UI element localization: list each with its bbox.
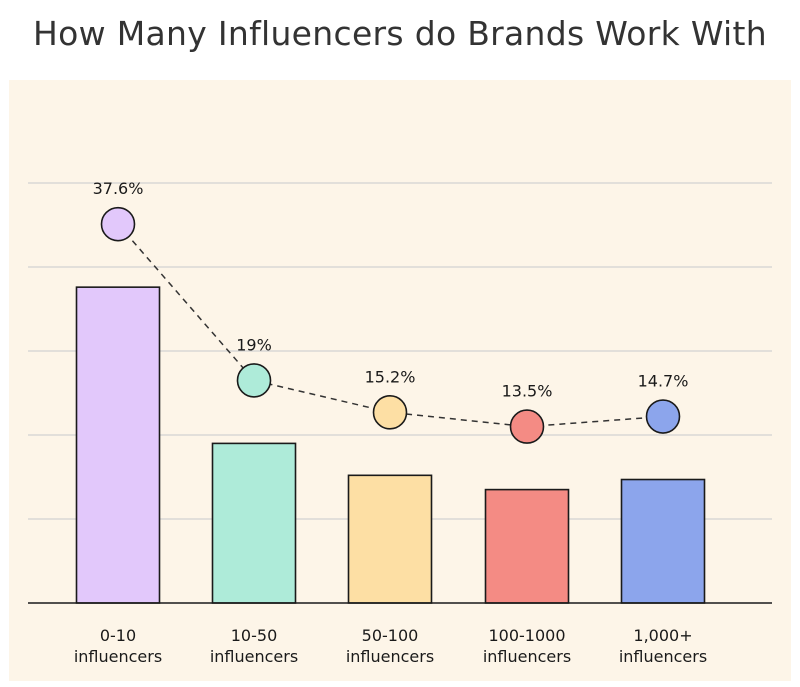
x-tick-label: 100-1000 [488, 626, 565, 645]
x-tick-labels: 0-10 influencers 10-50 influencers 50-100 inf… [74, 626, 707, 666]
value-label: 15.2% [365, 367, 416, 386]
point-marker [372, 395, 408, 430]
x-tick-label: influencers [210, 647, 298, 666]
value-labels: 37.6% 19% 15.2% 13.5% 14.7% [93, 179, 689, 400]
x-tick-label: 0-10 [100, 626, 136, 645]
bar [620, 478, 706, 604]
bar [484, 488, 570, 604]
bar [75, 286, 161, 604]
value-label: 37.6% [93, 179, 144, 198]
x-tick-label: 10-50 [231, 626, 278, 645]
x-tick-label: 1,000+ [633, 626, 692, 645]
markers [100, 206, 681, 444]
x-tick-label: influencers [74, 647, 162, 666]
chart-title: How Many Influencers do Brands Work With [33, 14, 767, 53]
bars [75, 286, 706, 604]
value-label: 14.7% [638, 372, 689, 391]
bar [347, 474, 433, 604]
bar [211, 442, 297, 604]
point-marker [509, 409, 545, 444]
point-marker [100, 206, 136, 242]
x-tick-label: influencers [619, 647, 707, 666]
point-marker [645, 399, 681, 434]
value-label: 19% [236, 335, 272, 354]
x-tick-label: 50-100 [362, 626, 419, 645]
point-marker [236, 363, 272, 398]
value-label: 13.5% [502, 382, 553, 401]
x-tick-label: influencers [346, 647, 434, 666]
x-tick-label: influencers [483, 647, 571, 666]
